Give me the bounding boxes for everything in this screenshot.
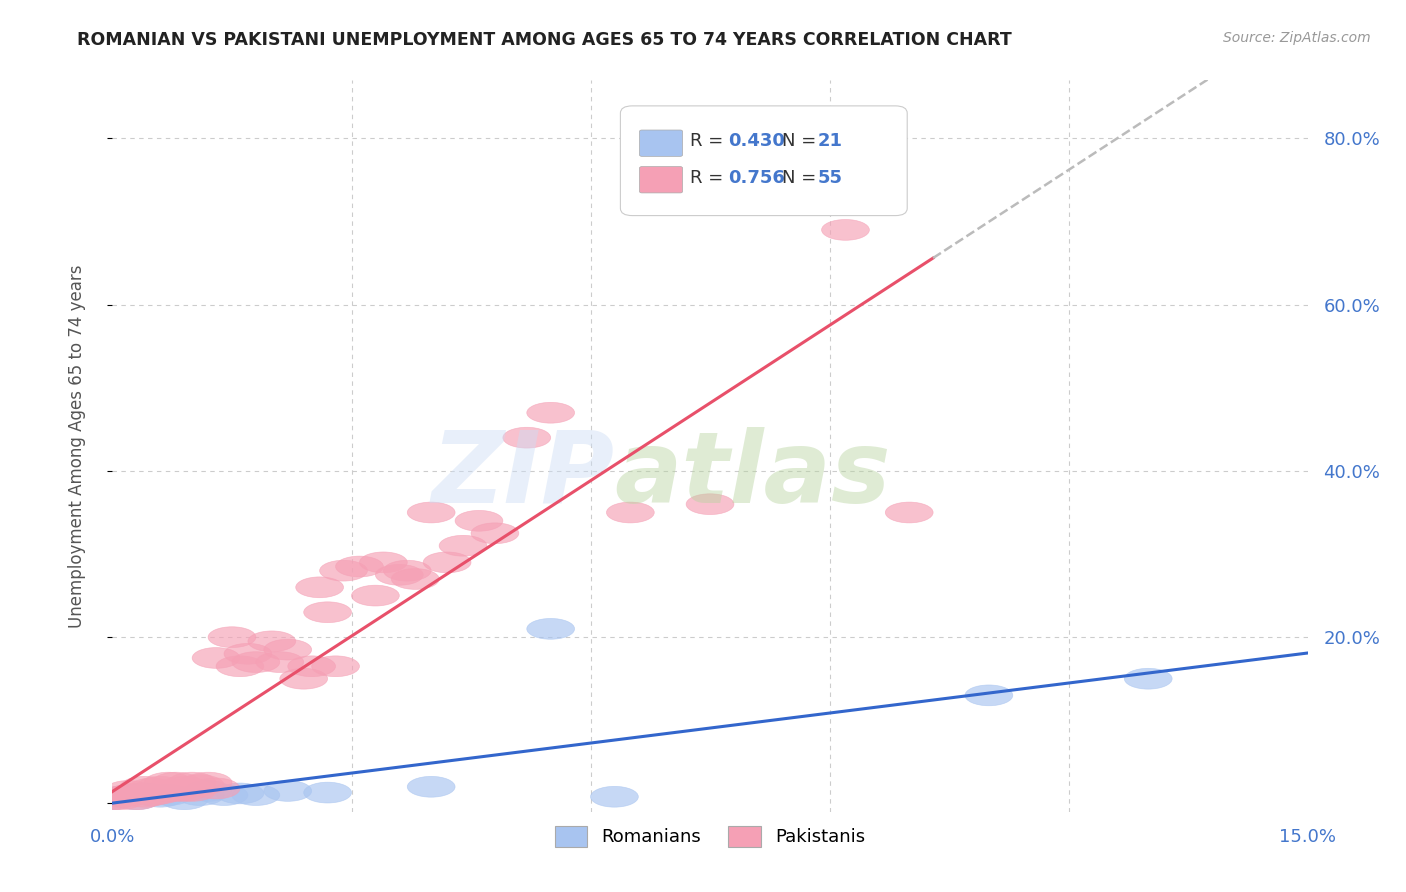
Ellipse shape [352,585,399,606]
Ellipse shape [295,577,343,598]
Ellipse shape [304,782,352,803]
Ellipse shape [232,652,280,673]
Ellipse shape [280,668,328,690]
Ellipse shape [160,776,208,797]
Ellipse shape [145,772,193,793]
Ellipse shape [121,776,169,797]
Ellipse shape [112,789,160,810]
Legend: Romanians, Pakistanis: Romanians, Pakistanis [547,819,873,854]
Ellipse shape [264,640,312,660]
Text: 0.430: 0.430 [728,132,785,150]
Ellipse shape [264,780,312,801]
Ellipse shape [886,502,934,523]
Ellipse shape [232,785,280,805]
Ellipse shape [89,789,136,810]
Ellipse shape [184,780,232,801]
Y-axis label: Unemployment Among Ages 65 to 74 years: Unemployment Among Ages 65 to 74 years [67,264,86,628]
Ellipse shape [217,656,264,677]
Ellipse shape [336,556,384,577]
Ellipse shape [965,685,1012,706]
Ellipse shape [439,535,486,556]
Text: R =: R = [690,169,728,186]
FancyBboxPatch shape [640,167,682,193]
Ellipse shape [208,627,256,648]
Ellipse shape [527,618,575,640]
Ellipse shape [169,772,217,793]
Ellipse shape [160,780,208,801]
Ellipse shape [136,787,184,807]
Ellipse shape [145,785,193,805]
Ellipse shape [312,656,360,677]
Ellipse shape [121,787,169,807]
Ellipse shape [121,783,169,804]
Ellipse shape [360,552,408,573]
Ellipse shape [112,783,160,804]
Ellipse shape [408,502,456,523]
Text: atlas: atlas [614,426,891,524]
Ellipse shape [456,510,503,532]
Ellipse shape [136,776,184,797]
Ellipse shape [128,785,176,805]
Text: 55: 55 [818,169,842,186]
Ellipse shape [503,427,551,448]
Ellipse shape [128,785,176,805]
Text: N =: N = [782,132,821,150]
Ellipse shape [217,783,264,804]
Ellipse shape [200,785,247,805]
Ellipse shape [176,785,224,805]
Ellipse shape [304,602,352,623]
Ellipse shape [384,560,432,581]
Ellipse shape [821,219,869,240]
Ellipse shape [97,787,145,807]
Text: ZIP: ZIP [432,426,614,524]
Ellipse shape [152,780,200,801]
Ellipse shape [471,523,519,543]
Ellipse shape [408,776,456,797]
Ellipse shape [160,789,208,810]
Ellipse shape [176,775,224,796]
FancyBboxPatch shape [640,130,682,156]
Ellipse shape [247,631,295,652]
Ellipse shape [89,789,136,810]
Ellipse shape [375,565,423,585]
Text: 21: 21 [818,132,842,150]
Ellipse shape [136,783,184,804]
Text: 0.756: 0.756 [728,169,785,186]
Ellipse shape [224,643,271,665]
Ellipse shape [1125,668,1173,690]
Text: ROMANIAN VS PAKISTANI UNEMPLOYMENT AMONG AGES 65 TO 74 YEARS CORRELATION CHART: ROMANIAN VS PAKISTANI UNEMPLOYMENT AMONG… [77,31,1012,49]
Ellipse shape [193,778,240,799]
Ellipse shape [288,656,336,677]
Ellipse shape [112,789,160,810]
Ellipse shape [97,787,145,807]
FancyBboxPatch shape [620,106,907,216]
Ellipse shape [423,552,471,573]
Ellipse shape [145,780,193,801]
Text: Source: ZipAtlas.com: Source: ZipAtlas.com [1223,31,1371,45]
Ellipse shape [686,494,734,515]
Ellipse shape [169,780,217,801]
Text: R =: R = [690,132,728,150]
Ellipse shape [97,789,145,810]
Ellipse shape [128,778,176,799]
Ellipse shape [591,787,638,807]
Ellipse shape [152,772,200,793]
Ellipse shape [184,772,232,793]
Ellipse shape [104,780,152,801]
Text: N =: N = [782,169,821,186]
Ellipse shape [527,402,575,423]
Ellipse shape [193,648,240,668]
Ellipse shape [104,785,152,805]
Ellipse shape [256,652,304,673]
Ellipse shape [391,568,439,590]
Ellipse shape [319,560,367,581]
Ellipse shape [606,502,654,523]
Ellipse shape [104,785,152,805]
